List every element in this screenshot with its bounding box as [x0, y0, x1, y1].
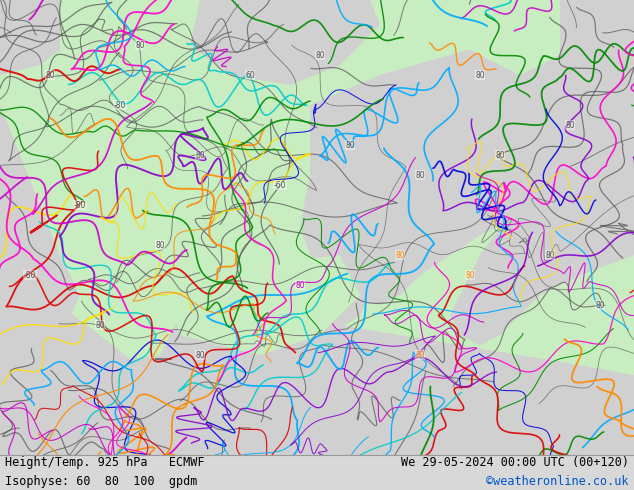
Polygon shape [0, 0, 80, 355]
Text: 80: 80 [195, 150, 205, 160]
Text: 80: 80 [415, 351, 425, 360]
Text: 80: 80 [595, 301, 605, 310]
Text: 80: 80 [415, 171, 425, 179]
Text: Height/Temp. 925 hPa   ECMWF: Height/Temp. 925 hPa ECMWF [5, 456, 205, 469]
Polygon shape [0, 325, 634, 455]
Text: 80: 80 [565, 121, 575, 129]
Text: We 29-05-2024 00:00 UTC (00+120): We 29-05-2024 00:00 UTC (00+120) [401, 456, 629, 469]
Text: 80: 80 [476, 71, 485, 79]
Text: 80: 80 [95, 320, 105, 330]
Text: -80: -80 [24, 270, 36, 280]
Text: -60: -60 [274, 181, 286, 190]
Text: 80: 80 [465, 270, 475, 280]
Text: 80: 80 [495, 150, 505, 160]
Text: 80: 80 [295, 281, 305, 290]
Polygon shape [300, 0, 634, 305]
Text: 80: 80 [45, 71, 55, 79]
Text: -80: -80 [74, 200, 86, 210]
Text: 80: 80 [135, 41, 145, 49]
Polygon shape [0, 0, 80, 75]
Text: 80: 80 [345, 141, 355, 149]
Text: Isophyse: 60  80  100  gpdm: Isophyse: 60 80 100 gpdm [5, 475, 197, 488]
Text: ©weatheronline.co.uk: ©weatheronline.co.uk [486, 475, 629, 488]
Text: 80: 80 [545, 250, 555, 260]
Polygon shape [160, 255, 380, 375]
Text: 60: 60 [245, 71, 255, 79]
Text: 80: 80 [315, 50, 325, 59]
Polygon shape [190, 0, 380, 85]
Polygon shape [60, 0, 200, 95]
Text: -80: -80 [114, 100, 126, 110]
Text: 80: 80 [395, 250, 405, 260]
Polygon shape [160, 255, 360, 355]
Polygon shape [0, 295, 150, 455]
Text: 80: 80 [195, 351, 205, 360]
Text: 80: 80 [155, 241, 165, 249]
Polygon shape [380, 0, 560, 75]
Polygon shape [450, 0, 634, 345]
